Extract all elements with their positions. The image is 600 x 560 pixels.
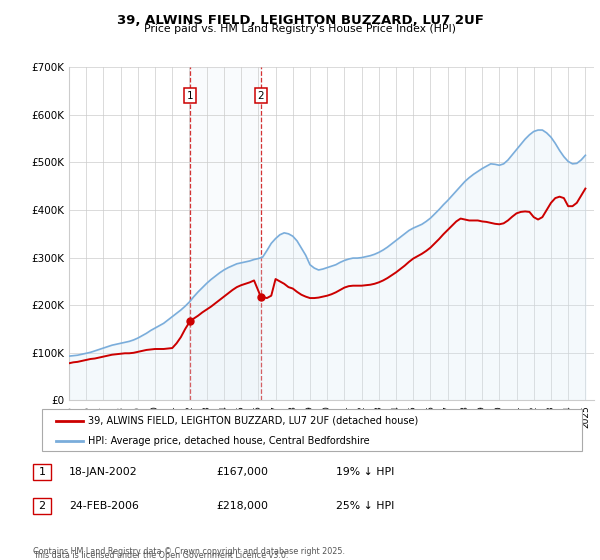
- Text: Price paid vs. HM Land Registry's House Price Index (HPI): Price paid vs. HM Land Registry's House …: [144, 24, 456, 34]
- Text: 1: 1: [38, 467, 46, 477]
- Text: HPI: Average price, detached house, Central Bedfordshire: HPI: Average price, detached house, Cent…: [88, 436, 370, 446]
- Text: 39, ALWINS FIELD, LEIGHTON BUZZARD, LU7 2UF: 39, ALWINS FIELD, LEIGHTON BUZZARD, LU7 …: [116, 14, 484, 27]
- Bar: [190, 67, 261, 400]
- Text: 25% ↓ HPI: 25% ↓ HPI: [336, 501, 394, 511]
- Text: £167,000: £167,000: [216, 467, 268, 477]
- Text: 24-FEB-2006: 24-FEB-2006: [69, 501, 139, 511]
- Text: Contains HM Land Registry data © Crown copyright and database right 2025.: Contains HM Land Registry data © Crown c…: [33, 547, 345, 556]
- Text: £218,000: £218,000: [216, 501, 268, 511]
- Text: 19% ↓ HPI: 19% ↓ HPI: [336, 467, 394, 477]
- FancyBboxPatch shape: [42, 409, 582, 451]
- Text: 2: 2: [38, 501, 46, 511]
- Text: 18-JAN-2002: 18-JAN-2002: [69, 467, 137, 477]
- Text: 2: 2: [257, 91, 264, 101]
- Text: This data is licensed under the Open Government Licence v3.0.: This data is licensed under the Open Gov…: [33, 551, 289, 560]
- Text: 39, ALWINS FIELD, LEIGHTON BUZZARD, LU7 2UF (detached house): 39, ALWINS FIELD, LEIGHTON BUZZARD, LU7 …: [88, 416, 418, 426]
- Text: 1: 1: [187, 91, 193, 101]
